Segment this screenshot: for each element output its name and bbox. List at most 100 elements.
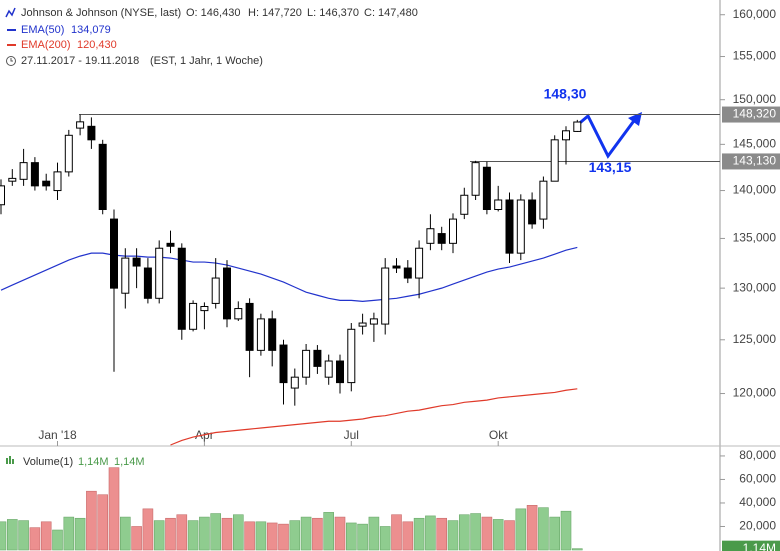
volume-bar (131, 526, 142, 551)
candle-body (347, 328, 356, 384)
candle-body (336, 360, 344, 384)
candle-body (494, 199, 503, 211)
volume-icon (9, 456, 11, 464)
candle-body (302, 349, 311, 378)
volume-bar (470, 513, 481, 551)
ema50-name: EMA(50) (21, 24, 64, 36)
volume-bar (187, 520, 199, 551)
volume-bar (63, 516, 75, 551)
volume-bar (425, 515, 436, 551)
candle-body (358, 322, 367, 327)
volume-bar (379, 526, 391, 551)
candle-body (143, 267, 152, 299)
y-tick-label: 125,000 (733, 332, 777, 346)
candle-body (415, 247, 424, 279)
clock-icon (6, 56, 16, 66)
annotation: 143,15 (589, 159, 632, 175)
y-tick-label: 155,000 (733, 49, 777, 63)
candle-body (437, 233, 446, 244)
arrow-head (628, 112, 642, 126)
volume-bar (515, 508, 527, 551)
y-tick-label: 140,000 (733, 183, 777, 197)
period: 27.11.2017 - 19.11.2018 (21, 55, 139, 67)
volume-bar (458, 514, 470, 551)
candle-body (76, 121, 85, 129)
ema-line (170, 388, 578, 446)
candle-body (460, 194, 469, 215)
volume-bar (323, 512, 335, 551)
candle-body (30, 162, 39, 187)
candle-body (268, 318, 277, 351)
volume-bar (233, 514, 244, 551)
volume-legend: Volume(1) (23, 456, 73, 468)
volume-bar (571, 548, 583, 551)
volume-bar (120, 516, 131, 551)
ema200-value: 120,430 (77, 39, 117, 51)
volume-bar (266, 522, 278, 551)
y-tick-label: 130,000 (733, 280, 777, 294)
y-tick-label: 80,000 (739, 448, 776, 462)
volume-bar (526, 505, 538, 551)
y-tick-label: 40,000 (739, 495, 776, 509)
candle-body (528, 199, 537, 225)
volume-bar (391, 514, 402, 551)
ema50-value: 134,079 (71, 24, 111, 36)
candle-body (200, 305, 209, 312)
candle-body (290, 376, 299, 389)
volume-bar (86, 490, 97, 551)
candle-body (87, 125, 96, 141)
candle-body (562, 130, 570, 141)
x-tick-label: Jul (344, 428, 359, 442)
y-tick-label: 20,000 (739, 519, 776, 533)
volume-bar (334, 516, 346, 551)
ohlc-close: C: 147,480 (364, 7, 418, 19)
volume-bar (29, 527, 41, 551)
volume-bar (176, 514, 188, 551)
candle-body (505, 199, 514, 254)
candle-body (8, 177, 17, 182)
volume-bar (7, 519, 18, 551)
legend: Johnson & Johnson (NYSE, last) O: 146,43… (5, 7, 418, 468)
candle-body (42, 180, 51, 187)
candle-body (392, 265, 401, 269)
volume-bar (244, 521, 255, 551)
volume-bar (153, 520, 165, 551)
chart-icon (5, 7, 16, 18)
volume-bar (549, 516, 561, 551)
period-note: (EST, 1 Jahr, 1 Woche) (150, 55, 263, 67)
candle-body (121, 257, 130, 294)
y-tick-label: 120,000 (733, 386, 777, 400)
candle-body (449, 218, 457, 244)
level-box (722, 153, 780, 170)
volume-bar (413, 517, 425, 551)
volume-bar (345, 522, 357, 551)
volume-bar (481, 516, 493, 551)
y-tick-label: 60,000 (739, 472, 776, 486)
candle-body (313, 349, 322, 367)
candle-body (177, 247, 186, 330)
candle-body (471, 162, 480, 196)
ema-line (0, 246, 578, 302)
candle-body (19, 162, 28, 180)
volume-bar (312, 517, 323, 551)
candle-body (0, 185, 5, 206)
volume-bar (357, 523, 368, 551)
annotation: 148,30 (544, 85, 587, 101)
volume-bar (108, 467, 120, 551)
candle-body (110, 218, 118, 289)
level-box (722, 106, 780, 123)
volume-bar (492, 519, 504, 551)
volume-bar (560, 510, 572, 551)
volume-bar (199, 516, 210, 551)
level-label: 143,130 (733, 154, 777, 168)
volume-last-label: 1,14M (743, 541, 776, 551)
volume-bar (221, 517, 233, 551)
clock-hands (10, 58, 13, 62)
candle-body (189, 302, 198, 330)
candle-body (381, 267, 390, 325)
volume-bar (368, 516, 380, 551)
volume-bar (504, 520, 515, 551)
candle-body (369, 318, 378, 325)
chart-title: Johnson & Johnson (NYSE, last) (21, 7, 181, 19)
